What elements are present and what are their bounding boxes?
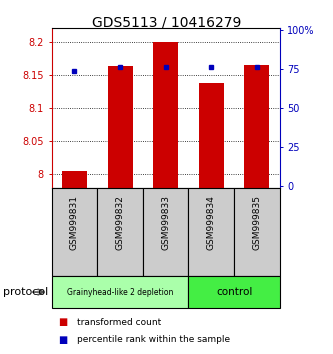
Text: transformed count: transformed count (77, 318, 161, 327)
Text: ■: ■ (58, 335, 68, 345)
Text: GDS5113 / 10416279: GDS5113 / 10416279 (92, 16, 241, 30)
Bar (234, 188, 280, 276)
Text: percentile rank within the sample: percentile rank within the sample (77, 335, 230, 344)
Bar (199, 84, 224, 188)
Text: Grainyhead-like 2 depletion: Grainyhead-like 2 depletion (67, 287, 173, 297)
Bar (62, 171, 87, 188)
Text: GSM999832: GSM999832 (116, 195, 125, 250)
Bar (97, 188, 143, 276)
Bar (188, 276, 280, 308)
Text: control: control (216, 287, 252, 297)
Bar (188, 188, 234, 276)
Bar (52, 276, 188, 308)
Text: GSM999835: GSM999835 (252, 195, 261, 250)
Bar (244, 65, 269, 188)
Bar (153, 42, 178, 188)
Text: ■: ■ (58, 317, 68, 327)
Text: protocol: protocol (3, 287, 49, 297)
Text: GSM999831: GSM999831 (70, 195, 79, 250)
Bar (143, 188, 188, 276)
Text: GSM999834: GSM999834 (207, 195, 216, 250)
Bar (108, 66, 133, 188)
Text: GSM999833: GSM999833 (161, 195, 170, 250)
Bar (52, 188, 97, 276)
